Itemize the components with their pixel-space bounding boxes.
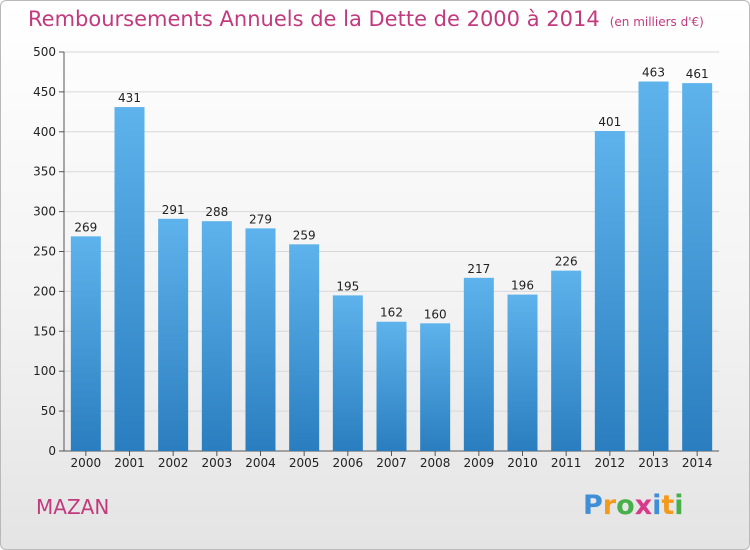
x-tick-label: 2013 — [638, 456, 669, 470]
logo-letter: x — [634, 490, 653, 521]
x-tick-label: 2000 — [71, 456, 102, 470]
data-label: 279 — [249, 212, 272, 226]
bar — [420, 323, 451, 451]
data-label: 217 — [467, 262, 490, 276]
y-tick-label: 100 — [33, 364, 56, 378]
bar — [638, 81, 669, 451]
logo-letter: P — [583, 490, 603, 521]
logo-letter: i — [652, 490, 662, 521]
logo-letter: i — [674, 490, 684, 521]
bar — [507, 294, 538, 451]
data-label: 160 — [424, 307, 447, 321]
x-tick-label: 2003 — [202, 456, 233, 470]
data-label: 259 — [293, 228, 316, 242]
proxiti-logo: Proxiti — [583, 490, 684, 521]
bar — [551, 270, 582, 451]
title-text: Remboursements Annuels de la Dette de 20… — [28, 7, 600, 31]
bar — [376, 321, 407, 451]
x-tick-label: 2010 — [507, 456, 538, 470]
logo-letter: t — [661, 490, 675, 521]
x-tick-label: 2005 — [289, 456, 320, 470]
data-label: 401 — [598, 115, 621, 129]
x-tick-label: 2014 — [682, 456, 713, 470]
bar — [594, 131, 625, 451]
x-tick-label: 2001 — [114, 456, 145, 470]
y-tick-label: 450 — [33, 85, 56, 99]
logo-letter: o — [616, 490, 635, 521]
x-tick-label: 2011 — [551, 456, 582, 470]
bar — [201, 221, 232, 451]
bar — [289, 244, 320, 451]
data-label: 291 — [162, 203, 185, 217]
bar — [463, 277, 494, 451]
data-label: 431 — [118, 91, 141, 105]
x-tick-label: 2006 — [333, 456, 364, 470]
y-tick-label: 500 — [33, 45, 56, 59]
y-tick-label: 0 — [48, 444, 56, 458]
x-tick-label: 2009 — [464, 456, 495, 470]
place-name: MAZAN — [36, 495, 110, 519]
x-tick-label: 2012 — [595, 456, 626, 470]
bar — [245, 228, 276, 451]
x-tick-label: 2002 — [158, 456, 189, 470]
logo-letter: r — [602, 490, 617, 521]
bar — [70, 236, 101, 451]
data-label: 461 — [686, 67, 709, 81]
x-tick-label: 2004 — [245, 456, 276, 470]
bar — [682, 83, 713, 451]
y-tick-label: 150 — [33, 324, 56, 338]
data-label: 288 — [205, 205, 228, 219]
data-label: 226 — [555, 255, 578, 269]
y-tick-label: 350 — [33, 165, 56, 179]
y-tick-label: 400 — [33, 125, 56, 139]
title-unit: (en milliers d'€) — [609, 15, 704, 29]
y-tick-label: 50 — [41, 404, 56, 418]
chart-title: Remboursements Annuels de la Dette de 20… — [28, 7, 704, 31]
data-label: 195 — [336, 279, 359, 293]
data-label: 269 — [74, 220, 97, 234]
data-label: 463 — [642, 66, 665, 80]
y-tick-label: 300 — [33, 205, 56, 219]
y-tick-label: 200 — [33, 284, 56, 298]
bar — [158, 218, 189, 451]
y-tick-label: 250 — [33, 245, 56, 259]
x-tick-label: 2008 — [420, 456, 451, 470]
bar — [114, 107, 145, 451]
data-label: 196 — [511, 279, 534, 293]
data-label: 162 — [380, 306, 403, 320]
x-tick-label: 2007 — [376, 456, 407, 470]
bar — [332, 295, 363, 451]
